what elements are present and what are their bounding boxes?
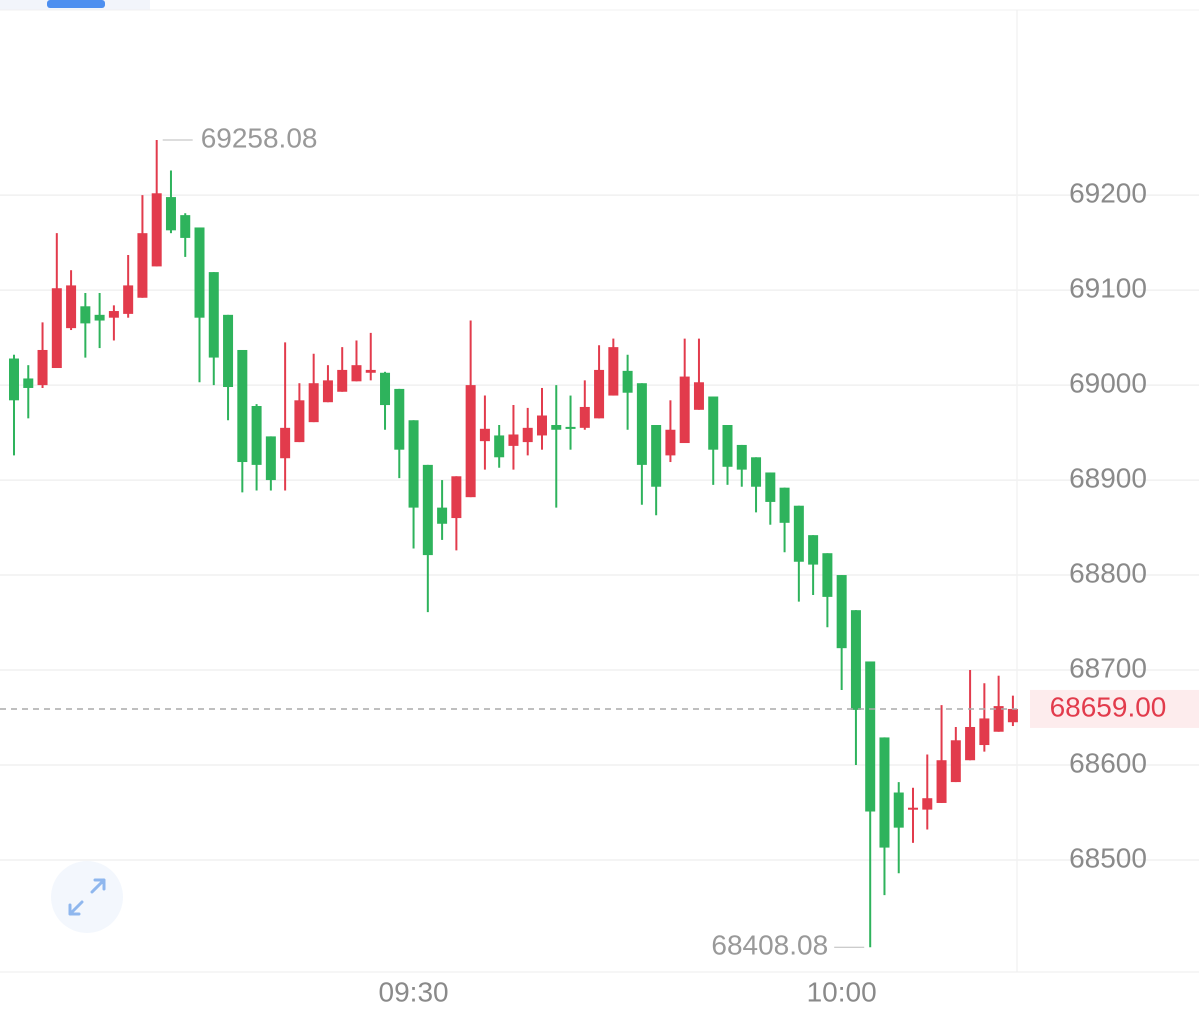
candle-body xyxy=(865,661,876,812)
candle-body xyxy=(137,233,148,298)
candle-body xyxy=(993,706,1004,732)
candle-body xyxy=(551,424,562,430)
candle-body xyxy=(223,314,234,388)
candle-body xyxy=(822,553,833,597)
candle-body xyxy=(237,349,248,463)
candle-body xyxy=(565,426,576,429)
x-tick-label: 09:30 xyxy=(379,976,449,1007)
candle-body xyxy=(879,737,890,848)
candle-body xyxy=(536,415,547,436)
plot: 68500 68600 68700 68800 68900 69000 69100 69200… xyxy=(0,122,1199,1007)
low-label: 68408.08 xyxy=(711,930,828,961)
tab[interactable] xyxy=(47,0,105,8)
candle-body xyxy=(294,400,305,443)
candle-body xyxy=(265,436,276,481)
candle-body xyxy=(922,798,933,810)
candle-body xyxy=(779,487,790,523)
candle-body xyxy=(693,382,704,410)
candle-body xyxy=(494,435,505,458)
candle-body xyxy=(579,406,590,428)
candle-body xyxy=(708,396,719,450)
candle-body xyxy=(636,383,647,465)
candle-body xyxy=(736,444,747,470)
candle-body xyxy=(1007,708,1018,723)
candle-body xyxy=(622,370,633,393)
y-tick-label: 68500 xyxy=(1069,842,1147,873)
expand-button[interactable] xyxy=(51,861,123,933)
candle-body xyxy=(251,406,262,465)
candle-body xyxy=(751,457,762,487)
last-price-box xyxy=(1030,689,1199,728)
candle-body xyxy=(66,285,77,329)
candle-body xyxy=(965,726,976,761)
y-tick-label: 68900 xyxy=(1069,462,1147,493)
candle-body xyxy=(151,193,162,267)
candle-body xyxy=(908,807,919,810)
candle-body xyxy=(180,215,191,238)
candle-body xyxy=(194,227,205,318)
candle-body xyxy=(808,535,819,565)
y-tick-label: 68700 xyxy=(1069,652,1147,683)
candle-body xyxy=(322,380,333,403)
candle-body xyxy=(850,610,861,710)
candle-body xyxy=(793,505,804,562)
y-tick-label: 69100 xyxy=(1069,273,1147,304)
candle-body xyxy=(479,428,490,442)
candle-body xyxy=(165,197,176,231)
candle-body xyxy=(522,427,533,443)
candle-body xyxy=(108,311,119,318)
candle-body xyxy=(950,740,961,783)
candle-body xyxy=(465,385,476,498)
candle-body xyxy=(765,472,776,502)
candle-body xyxy=(451,476,462,519)
candle-body xyxy=(23,378,34,388)
candle-body xyxy=(594,369,605,419)
candle-body xyxy=(308,383,319,423)
candle-body xyxy=(280,427,291,459)
x-tick-label: 10:00 xyxy=(807,976,877,1007)
candle-body xyxy=(836,575,847,649)
high-label: 69258.08 xyxy=(201,122,318,153)
y-tick-label: 69200 xyxy=(1069,178,1147,209)
candle-body xyxy=(608,347,619,396)
candle-body xyxy=(408,420,419,508)
candle-body xyxy=(437,507,448,524)
candle-body xyxy=(422,464,433,556)
candle-body xyxy=(37,349,48,386)
candle-body xyxy=(380,372,391,406)
candle-body xyxy=(94,314,105,321)
candle-body xyxy=(651,424,662,487)
last-price-label: 68659.00 xyxy=(1050,691,1167,722)
candle-body xyxy=(508,434,519,446)
candle-body xyxy=(51,288,62,369)
candle-body xyxy=(679,376,690,444)
candle-body xyxy=(351,365,362,382)
candle-body xyxy=(936,760,947,803)
candle-body xyxy=(665,429,676,456)
candle-body xyxy=(893,792,904,828)
candle-body xyxy=(80,306,91,324)
y-tick-label: 68800 xyxy=(1069,557,1147,588)
candle-body xyxy=(365,369,376,373)
candle-body xyxy=(394,388,405,450)
candle-body xyxy=(9,358,19,401)
candle-body xyxy=(123,285,134,314)
candle-body xyxy=(722,424,733,467)
y-tick-label: 68600 xyxy=(1069,747,1147,778)
y-tick-label: 69000 xyxy=(1069,368,1147,399)
candle-body xyxy=(208,272,219,358)
candle-body xyxy=(979,718,990,746)
candle-body xyxy=(337,369,348,392)
